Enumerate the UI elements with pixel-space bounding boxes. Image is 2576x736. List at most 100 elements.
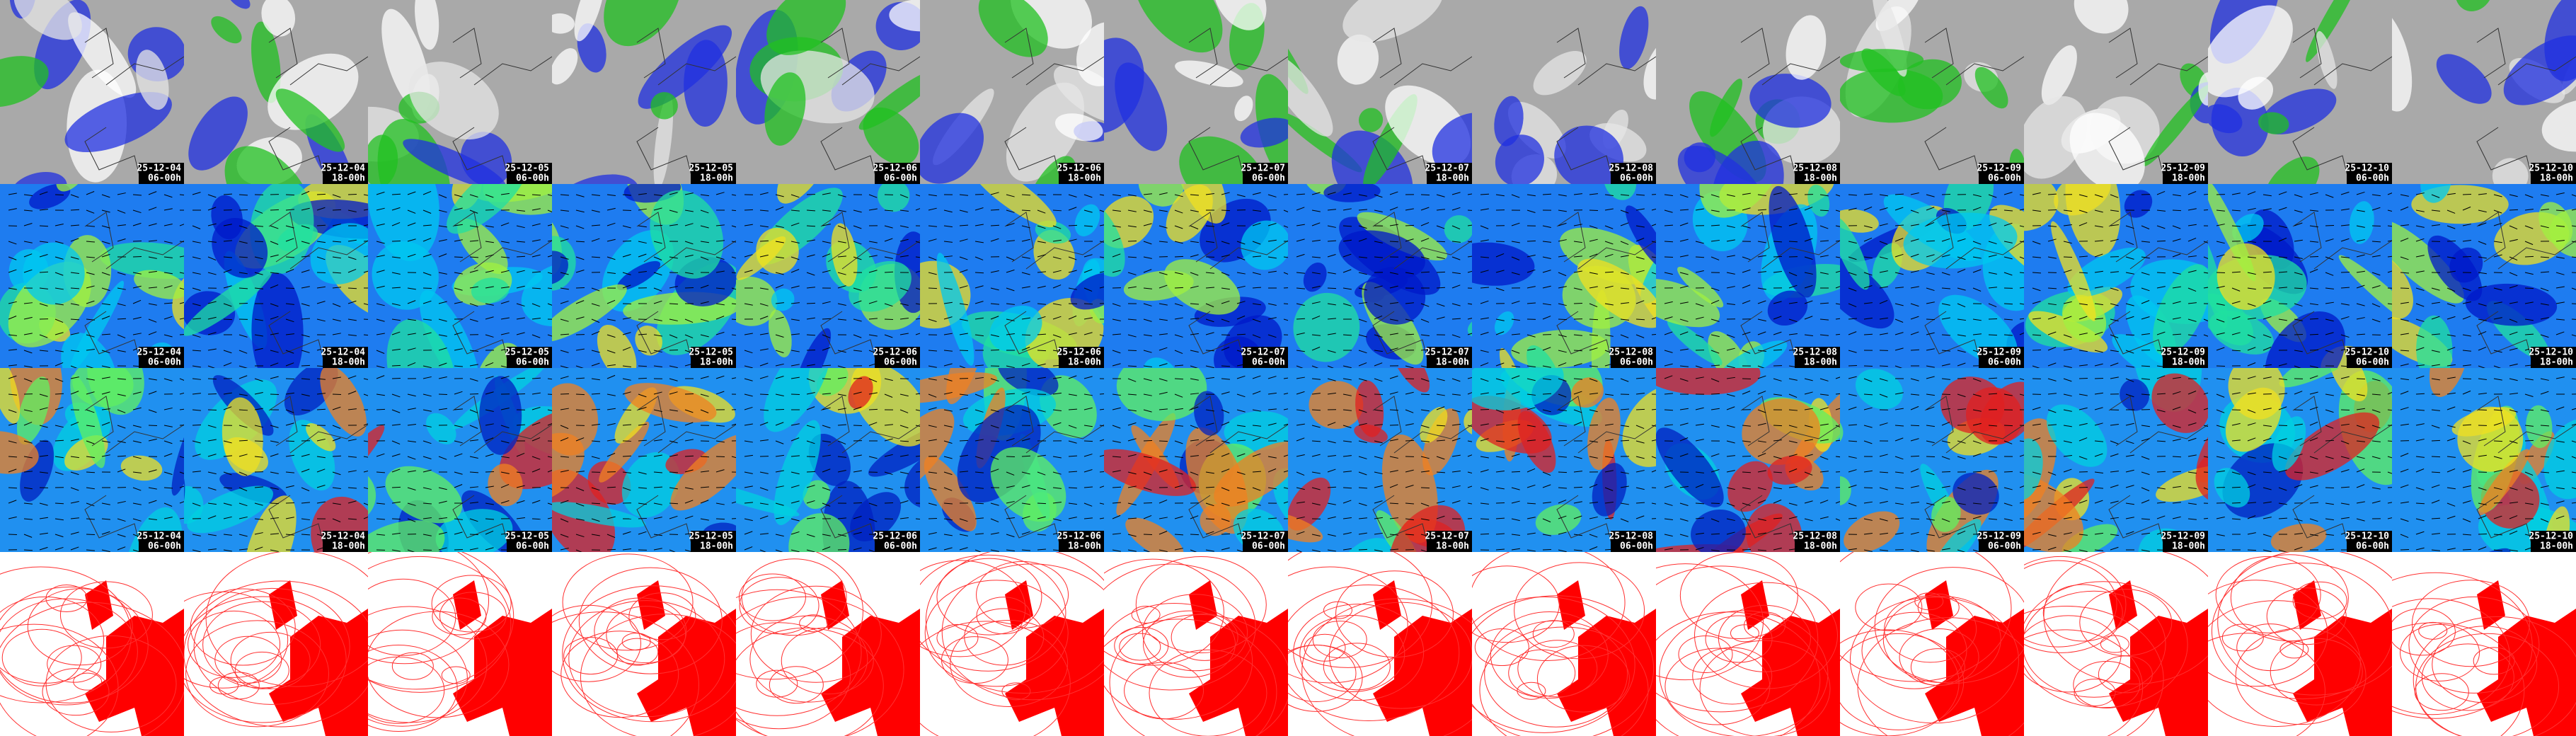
wind-arrow xyxy=(2231,301,2241,304)
wind-arrow xyxy=(148,270,157,273)
wind-arrow xyxy=(790,256,800,260)
wind-arrow xyxy=(1389,502,1399,505)
wind-arrow xyxy=(1099,471,1104,473)
wind-arrow xyxy=(1589,193,1598,195)
field-blob xyxy=(1338,538,1396,552)
wind-arrow xyxy=(1083,440,1093,442)
wind-arrow xyxy=(1894,408,1904,410)
wind-arrow xyxy=(2047,331,2057,335)
wind-arrow xyxy=(270,517,279,519)
wind-arrow xyxy=(332,502,341,505)
wind-arrow xyxy=(2478,209,2487,213)
field-blob xyxy=(2265,311,2346,368)
wind-arrow xyxy=(1542,285,1551,289)
wind-arrow xyxy=(1389,470,1398,473)
wind-arrow xyxy=(575,194,585,197)
wind-arrow xyxy=(669,549,676,552)
wind-arrow xyxy=(1848,517,1858,519)
wind-arrow xyxy=(1221,453,1230,457)
wind-arrow xyxy=(376,375,385,379)
wind-arrow xyxy=(1620,425,1629,427)
field-blob xyxy=(2124,190,2153,218)
wind-arrow xyxy=(2400,484,2409,488)
wind-arrow xyxy=(2247,334,2256,339)
wind-arrow xyxy=(485,303,494,306)
wind-arrow xyxy=(700,241,709,243)
wind-arrow xyxy=(469,439,478,442)
wind-arrow xyxy=(2446,209,2456,214)
wind-arrow xyxy=(2125,350,2134,354)
wind-arrow xyxy=(254,347,263,351)
wind-arrow xyxy=(1236,409,1246,413)
wind-arrow xyxy=(2094,518,2103,522)
wind-arrow xyxy=(2156,515,2166,519)
wind-arrow xyxy=(2125,256,2134,260)
wind-arrow xyxy=(2047,378,2057,381)
wind-arrow xyxy=(715,256,725,260)
wind-arrow xyxy=(270,284,279,289)
wind-arrow xyxy=(438,408,447,410)
wind-arrow xyxy=(2415,518,2425,522)
wind-arrow xyxy=(1143,241,1152,245)
wind-arrow xyxy=(1742,548,1752,551)
field-blob xyxy=(2284,412,2380,481)
wind-arrow xyxy=(1695,407,1704,410)
field-blob xyxy=(306,423,336,452)
map-image xyxy=(920,368,1104,552)
wind-arrow xyxy=(2400,318,2409,322)
wind-arrow xyxy=(915,208,920,211)
wind-arrow xyxy=(2172,406,2181,410)
field-blob xyxy=(2455,0,2493,12)
wind-arrow xyxy=(1495,487,1505,490)
wind-arrow xyxy=(2094,532,2103,535)
wind-arrow xyxy=(1835,270,1840,273)
wind-arrow xyxy=(853,406,862,410)
wind-arrow xyxy=(363,224,368,226)
wind-arrow xyxy=(1542,484,1551,488)
field-blob xyxy=(277,224,318,252)
wind-arrow xyxy=(806,317,815,320)
field-blob xyxy=(1533,51,1587,96)
wind-arrow xyxy=(2094,253,2103,258)
wind-arrow xyxy=(2294,438,2303,442)
field-blob xyxy=(386,318,456,368)
wind-arrow xyxy=(2203,241,2208,243)
wind-arrow xyxy=(485,391,494,395)
wind-arrow xyxy=(591,238,600,242)
field-blob xyxy=(2208,104,2243,134)
wind-arrow xyxy=(1495,348,1505,351)
wind-arrow xyxy=(1327,422,1336,426)
wind-arrow xyxy=(391,454,401,457)
wind-arrow xyxy=(915,318,920,320)
wind-arrow xyxy=(422,502,432,505)
field-blob xyxy=(2420,184,2452,203)
wind-arrow xyxy=(2032,256,2041,258)
wind-arrow xyxy=(806,364,815,367)
wind-arrow xyxy=(2231,332,2241,335)
wind-arrow xyxy=(591,518,600,522)
wind-arrow xyxy=(1620,408,1630,410)
wind-arrow xyxy=(2555,256,2565,259)
wind-arrow xyxy=(332,487,341,490)
wind-arrow xyxy=(1819,423,1829,426)
isobar xyxy=(431,575,512,633)
wind-arrow xyxy=(1757,518,1766,522)
field-blob xyxy=(889,0,920,32)
wind-arrow xyxy=(101,531,110,535)
wind-arrow xyxy=(1542,502,1551,504)
wind-arrow xyxy=(1635,487,1645,490)
wind-arrow xyxy=(884,238,893,242)
wind-arrow xyxy=(1311,301,1321,304)
wind-arrow xyxy=(54,393,64,395)
wind-arrow xyxy=(1480,469,1489,473)
map-image xyxy=(1840,368,2024,552)
wind-arrow xyxy=(2187,255,2197,258)
wind-arrow xyxy=(2462,364,2471,367)
wind-arrow xyxy=(438,253,447,258)
wind-arrow xyxy=(422,272,432,276)
coastline xyxy=(1188,28,1288,184)
wind-arrow xyxy=(1635,456,1645,459)
wind-arrow xyxy=(2493,254,2502,258)
wind-arrow xyxy=(2524,487,2534,491)
wind-arrow xyxy=(990,378,999,382)
